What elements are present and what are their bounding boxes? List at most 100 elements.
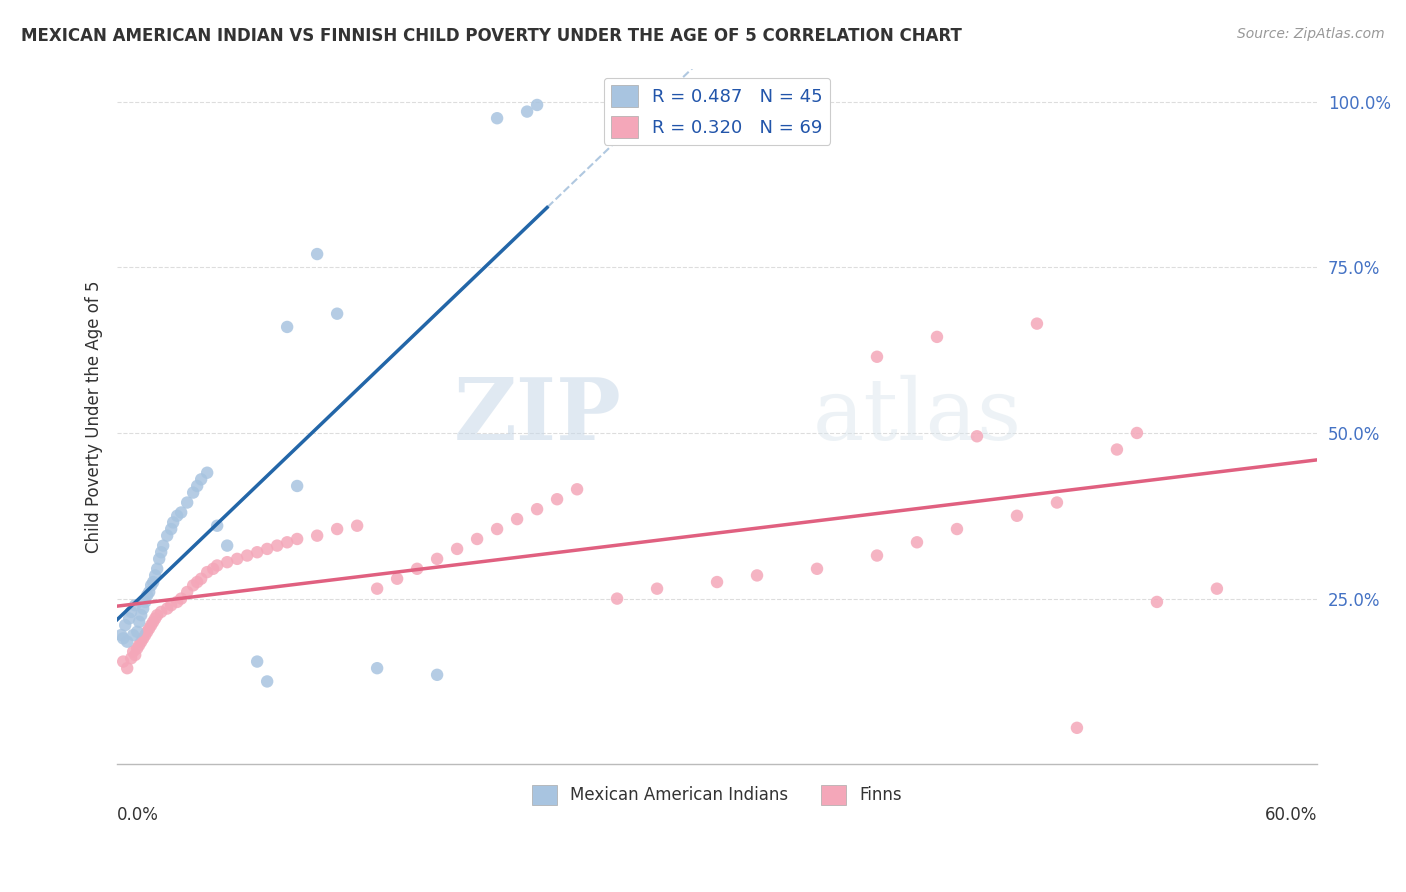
Point (138, 585, 160, 599)
Point (186, 479, 208, 493)
Point (120, 605, 142, 619)
Point (181, 578, 204, 592)
Point (136, 624, 159, 639)
Point (134, 628, 156, 642)
Point (217, 555, 239, 569)
Point (160, 522, 183, 536)
Point (143, 611, 166, 625)
Point (124, 648, 146, 662)
Point (138, 622, 160, 636)
Point (156, 601, 179, 615)
Point (142, 615, 165, 629)
Point (136, 588, 159, 602)
Point (526, 502, 548, 516)
Point (307, 247, 329, 261)
Point (129, 608, 152, 623)
Point (806, 562, 828, 576)
Point (128, 615, 150, 629)
Point (156, 529, 179, 543)
Legend: Mexican American Indians, Finns: Mexican American Indians, Finns (524, 778, 910, 812)
Point (285, 532, 308, 546)
Point (256, 541, 278, 556)
Point (134, 595, 156, 609)
Text: Source: ZipAtlas.com: Source: ZipAtlas.com (1237, 27, 1385, 41)
Point (1066, 721, 1088, 735)
Point (146, 562, 169, 576)
Point (406, 562, 429, 576)
Text: atlas: atlas (813, 375, 1022, 458)
Point (132, 601, 155, 615)
Point (115, 661, 138, 675)
Point (546, 492, 568, 507)
Point (966, 429, 988, 443)
Point (256, 674, 278, 689)
Point (326, 522, 349, 536)
Text: 60.0%: 60.0% (1264, 806, 1317, 824)
Point (160, 599, 183, 613)
Point (112, 655, 135, 669)
Point (486, 522, 509, 536)
Y-axis label: Child Poverty Under the Age of 5: Child Poverty Under the Age of 5 (86, 280, 103, 553)
Point (118, 611, 141, 625)
Point (112, 632, 135, 646)
Point (166, 508, 188, 523)
Point (150, 605, 173, 619)
Point (645, 582, 668, 596)
Point (150, 545, 173, 559)
Point (285, 479, 308, 493)
Point (170, 506, 193, 520)
Point (346, 518, 368, 533)
Point (148, 552, 170, 566)
Point (124, 599, 146, 613)
Point (326, 307, 349, 321)
Point (266, 539, 288, 553)
Point (1026, 317, 1049, 331)
Point (246, 545, 269, 559)
Point (465, 532, 488, 546)
Point (866, 549, 889, 563)
Point (115, 634, 138, 648)
Point (195, 565, 218, 579)
Point (226, 552, 249, 566)
Point (925, 330, 948, 344)
Point (1005, 508, 1028, 523)
Point (426, 552, 449, 566)
Point (195, 466, 218, 480)
Point (486, 112, 509, 126)
Point (866, 350, 889, 364)
Point (110, 628, 132, 642)
Point (516, 104, 538, 119)
Point (129, 634, 152, 648)
Point (1126, 425, 1149, 440)
Point (366, 582, 388, 596)
Point (706, 575, 728, 590)
Point (276, 535, 298, 549)
Point (170, 591, 193, 606)
Point (366, 661, 388, 675)
Point (162, 516, 184, 530)
Point (526, 98, 548, 112)
Point (276, 320, 298, 334)
Point (1046, 495, 1069, 509)
Point (120, 651, 142, 665)
Point (176, 495, 198, 509)
Point (114, 618, 136, 632)
Point (122, 645, 145, 659)
Point (606, 591, 628, 606)
Point (186, 575, 208, 590)
Point (141, 578, 163, 592)
Point (202, 562, 225, 576)
Point (122, 628, 145, 642)
Text: MEXICAN AMERICAN INDIAN VS FINNISH CHILD POVERTY UNDER THE AGE OF 5 CORRELATION : MEXICAN AMERICAN INDIAN VS FINNISH CHILD… (21, 27, 962, 45)
Point (905, 535, 928, 549)
Point (246, 655, 269, 669)
Text: 0.0%: 0.0% (117, 806, 159, 824)
Point (127, 641, 149, 656)
Point (176, 585, 198, 599)
Point (190, 472, 212, 486)
Point (385, 572, 408, 586)
Point (166, 595, 188, 609)
Point (190, 572, 212, 586)
Point (143, 568, 166, 582)
Point (1105, 442, 1128, 457)
